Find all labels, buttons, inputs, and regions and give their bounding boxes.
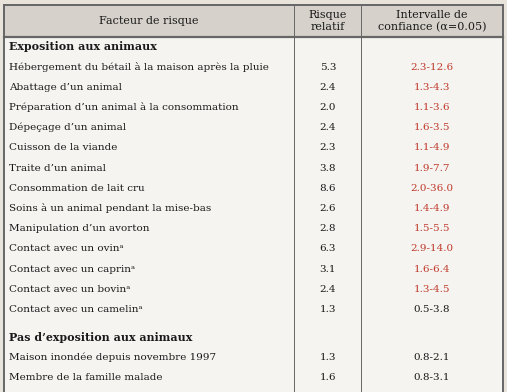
Text: 3.8: 3.8 (319, 163, 336, 172)
Text: 1.6-3.5: 1.6-3.5 (414, 123, 450, 132)
Text: 1.1-4.9: 1.1-4.9 (414, 143, 450, 152)
Text: Préparation d’un animal à la consommation: Préparation d’un animal à la consommatio… (9, 103, 239, 113)
Text: 2.0: 2.0 (319, 103, 336, 112)
Text: Pas d’exposition aux animaux: Pas d’exposition aux animaux (9, 332, 192, 343)
Text: 1.6-6.4: 1.6-6.4 (414, 265, 450, 274)
Text: 2.4: 2.4 (319, 285, 336, 294)
Text: Membre de la famille malade: Membre de la famille malade (9, 373, 163, 382)
Text: 5.3: 5.3 (319, 63, 336, 72)
Text: Consommation de lait cru: Consommation de lait cru (9, 184, 145, 193)
Text: Traite d’un animal: Traite d’un animal (9, 163, 106, 172)
Text: 1.3: 1.3 (319, 353, 336, 362)
Text: 6.3: 6.3 (319, 244, 336, 253)
Text: Intervalle de
confiance (α=0.05): Intervalle de confiance (α=0.05) (378, 10, 486, 32)
Text: 1.3: 1.3 (319, 305, 336, 314)
Text: 0.8-3.1: 0.8-3.1 (414, 373, 450, 382)
Text: Contact avec un camelinᵃ: Contact avec un camelinᵃ (9, 305, 143, 314)
Text: Cuisson de la viande: Cuisson de la viande (9, 143, 118, 152)
Text: Maison inondée depuis novembre 1997: Maison inondée depuis novembre 1997 (9, 353, 216, 362)
Text: 3.1: 3.1 (319, 265, 336, 274)
Text: 2.8: 2.8 (319, 224, 336, 233)
Text: 1.1-3.6: 1.1-3.6 (414, 103, 450, 112)
Text: Contact avec un ovinᵃ: Contact avec un ovinᵃ (9, 244, 124, 253)
Text: Contact avec un bovinᵃ: Contact avec un bovinᵃ (9, 285, 130, 294)
Text: 1.5-5.5: 1.5-5.5 (414, 224, 450, 233)
Text: Dépeçage d’un animal: Dépeçage d’un animal (9, 123, 126, 132)
Text: Soins à un animal pendant la mise-bas: Soins à un animal pendant la mise-bas (9, 203, 211, 213)
Text: Risque
relatif: Risque relatif (309, 10, 347, 32)
Bar (4, 5, 503, 37)
Text: 2.0-36.0: 2.0-36.0 (411, 184, 454, 193)
Text: 2.9-14.0: 2.9-14.0 (411, 244, 454, 253)
Text: Contact avec un caprinᵃ: Contact avec un caprinᵃ (9, 265, 135, 274)
Text: Exposition aux animaux: Exposition aux animaux (9, 42, 157, 53)
Text: Hébergement du bétail à la maison après la pluie: Hébergement du bétail à la maison après … (9, 62, 269, 72)
Text: 2.4: 2.4 (319, 123, 336, 132)
Text: 0.8-2.1: 0.8-2.1 (414, 353, 450, 362)
Text: 2.3-12.6: 2.3-12.6 (411, 63, 454, 72)
Text: 0.5-3.8: 0.5-3.8 (414, 305, 450, 314)
Text: 8.6: 8.6 (319, 184, 336, 193)
Text: Manipulation d’un avorton: Manipulation d’un avorton (9, 224, 150, 233)
Text: 1.3-4.3: 1.3-4.3 (414, 83, 450, 92)
Text: 2.6: 2.6 (319, 204, 336, 213)
Text: 1.3-4.5: 1.3-4.5 (414, 285, 450, 294)
Text: 2.4: 2.4 (319, 83, 336, 92)
Text: Abattage d’un animal: Abattage d’un animal (9, 83, 122, 92)
Text: 1.6: 1.6 (319, 373, 336, 382)
Text: Facteur de risque: Facteur de risque (99, 16, 199, 26)
Text: 1.9-7.7: 1.9-7.7 (414, 163, 450, 172)
Text: 1.4-4.9: 1.4-4.9 (414, 204, 450, 213)
Text: 2.3: 2.3 (319, 143, 336, 152)
